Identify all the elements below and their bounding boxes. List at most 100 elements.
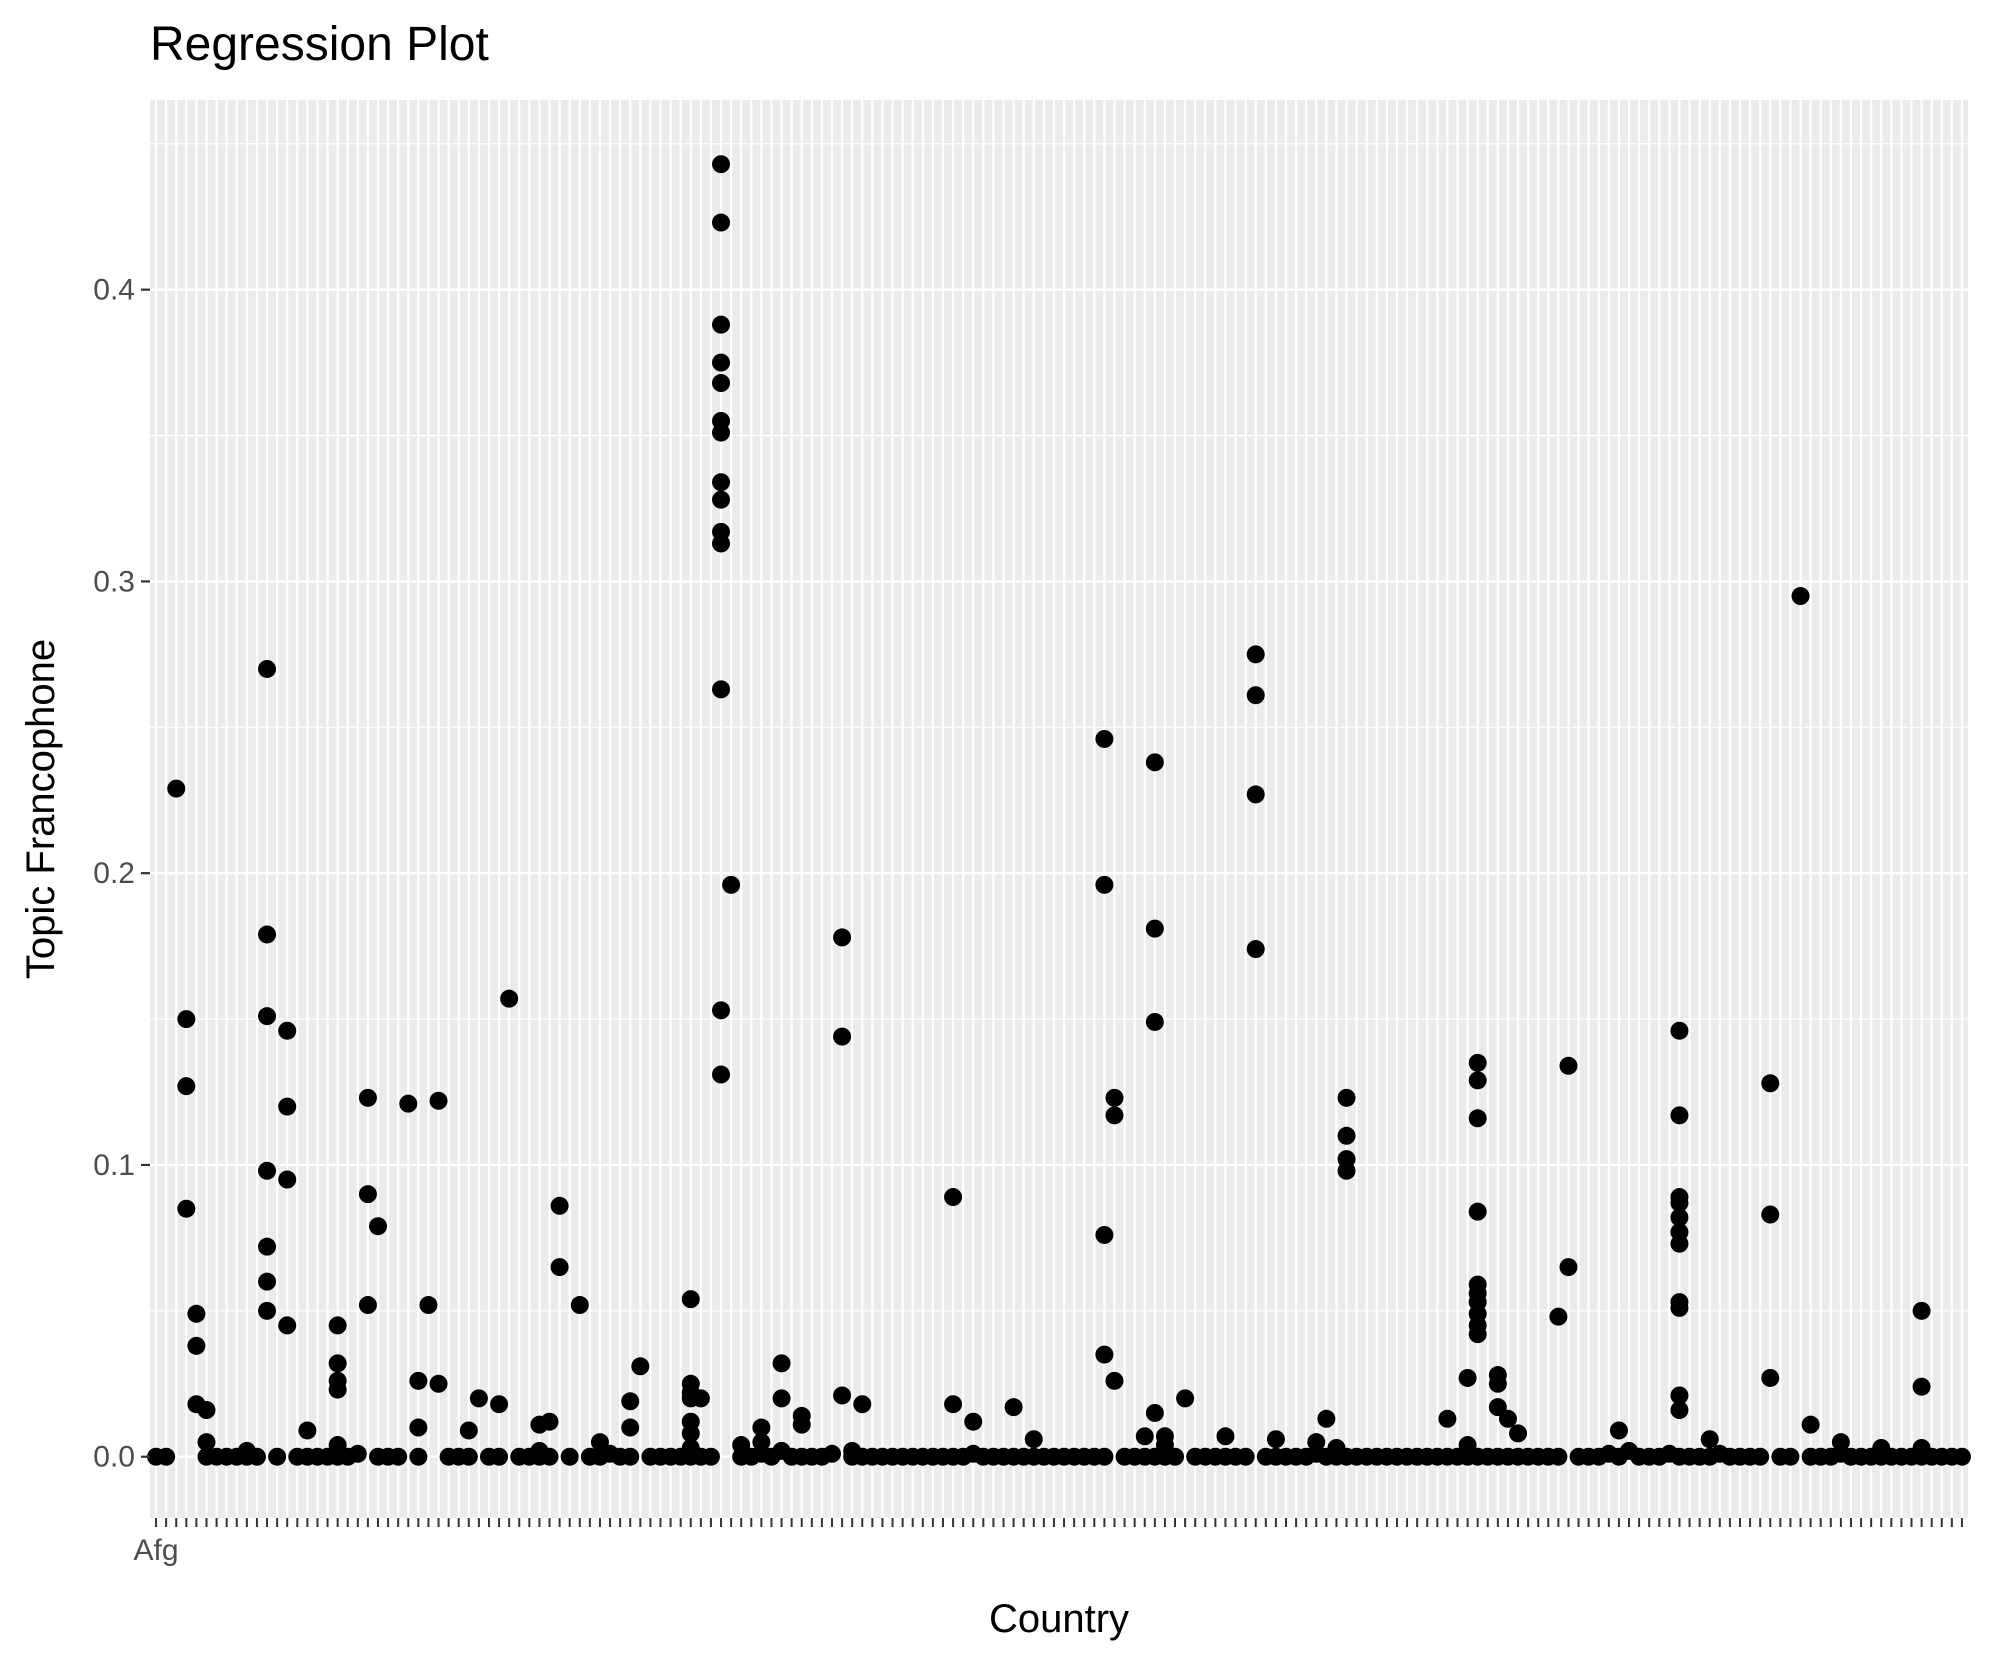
data-point [197, 1433, 216, 1452]
data-point [1549, 1307, 1568, 1326]
data-point [1468, 1325, 1487, 1344]
data-point [1176, 1389, 1195, 1408]
data-point [1670, 1234, 1689, 1253]
data-point [621, 1447, 640, 1466]
data-point [1670, 1386, 1689, 1405]
data-points [147, 155, 1971, 1466]
data-point [1488, 1398, 1507, 1417]
data-point [1145, 1012, 1164, 1031]
data-point [258, 1301, 277, 1320]
data-point [1468, 1071, 1487, 1090]
data-point [1105, 1371, 1124, 1390]
data-point [358, 1185, 377, 1204]
data-point [1488, 1374, 1507, 1393]
data-point [621, 1392, 640, 1411]
data-point [550, 1258, 569, 1277]
x-axis: Afg [134, 1518, 1963, 1567]
data-point [1095, 1225, 1114, 1244]
data-point [1761, 1074, 1780, 1093]
data-point [459, 1421, 478, 1440]
data-point [399, 1094, 418, 1113]
data-point [1468, 1109, 1487, 1128]
data-point [268, 1447, 287, 1466]
y-tick-label: 0.1 [93, 1149, 135, 1182]
data-point [258, 925, 277, 944]
data-point [792, 1415, 811, 1434]
data-point [490, 1395, 509, 1414]
data-point [197, 1401, 216, 1420]
data-point [1700, 1430, 1719, 1449]
data-point [187, 1304, 206, 1323]
data-point [1468, 1053, 1487, 1072]
data-point [258, 1161, 277, 1180]
data-point [1509, 1424, 1528, 1443]
data-point [1670, 1208, 1689, 1227]
data-point [409, 1447, 428, 1466]
data-point [1266, 1430, 1285, 1449]
data-point [833, 1386, 852, 1405]
data-point [1105, 1088, 1124, 1107]
x-axis-title: Country [989, 1597, 1129, 1641]
data-point [681, 1424, 700, 1443]
data-point [187, 1336, 206, 1355]
data-point [278, 1316, 297, 1335]
data-point [328, 1380, 347, 1399]
data-point [1246, 686, 1265, 705]
data-point [409, 1418, 428, 1437]
data-point [1317, 1409, 1336, 1428]
data-point [278, 1097, 297, 1116]
data-point [258, 1237, 277, 1256]
y-axis-title: Topic Francophone [19, 639, 63, 979]
data-point [1145, 1403, 1164, 1422]
data-point [944, 1395, 963, 1414]
data-point [1145, 753, 1164, 772]
plot-panel [150, 100, 1968, 1518]
data-point [490, 1447, 509, 1466]
data-point [712, 155, 731, 174]
data-point [712, 353, 731, 372]
data-point [833, 1027, 852, 1046]
data-point [772, 1354, 791, 1373]
data-point [258, 1007, 277, 1026]
data-point [1095, 1345, 1114, 1364]
data-point [419, 1296, 438, 1315]
data-point [369, 1217, 388, 1236]
data-point [772, 1389, 791, 1408]
data-point [1791, 587, 1810, 606]
data-point [712, 473, 731, 492]
data-point [621, 1418, 640, 1437]
data-point [389, 1447, 408, 1466]
data-point [1246, 645, 1265, 664]
data-point [1761, 1368, 1780, 1387]
data-point [550, 1196, 569, 1215]
data-point [752, 1418, 771, 1437]
data-point [1468, 1202, 1487, 1221]
data-point [944, 1188, 963, 1207]
y-tick-label: 0.2 [93, 857, 135, 890]
data-point [1004, 1398, 1023, 1417]
data-point [1670, 1298, 1689, 1317]
data-point [1781, 1447, 1800, 1466]
data-point [328, 1316, 347, 1335]
data-point [722, 875, 741, 894]
data-point [459, 1447, 478, 1466]
data-point [1337, 1161, 1356, 1180]
data-point [1761, 1205, 1780, 1224]
data-point [540, 1447, 559, 1466]
data-point [1670, 1021, 1689, 1040]
data-point [429, 1374, 448, 1393]
data-point [712, 213, 731, 232]
y-tick-label: 0.3 [93, 565, 135, 598]
data-point [278, 1021, 297, 1040]
data-point [177, 1199, 196, 1218]
data-point [1337, 1126, 1356, 1145]
data-point [1166, 1447, 1185, 1466]
data-point [712, 1065, 731, 1084]
data-point [1912, 1377, 1931, 1396]
data-point [570, 1296, 589, 1315]
data-point [1458, 1368, 1477, 1387]
data-point [1095, 1447, 1114, 1466]
data-point [964, 1412, 983, 1431]
data-point [1095, 729, 1114, 748]
